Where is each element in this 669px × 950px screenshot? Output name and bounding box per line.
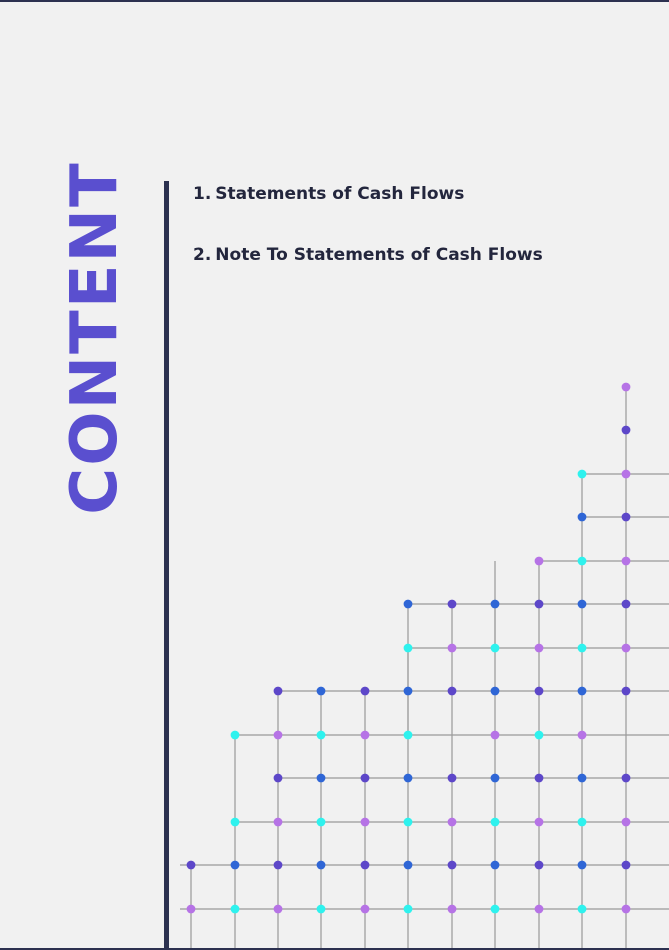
grid-dot — [447, 860, 457, 870]
grid-dot — [273, 817, 283, 827]
toc-item-2[interactable]: 2. Note To Statements of Cash Flows — [193, 245, 543, 265]
grid-dot — [534, 556, 544, 566]
grid-dot — [403, 686, 413, 696]
grid-dot — [577, 599, 587, 609]
grid-dot — [490, 904, 500, 914]
grid-dot — [230, 817, 240, 827]
grid-dot — [360, 773, 370, 783]
grid-dot — [403, 904, 413, 914]
grid-dot — [534, 773, 544, 783]
grid-dot — [447, 643, 457, 653]
grid-dot — [273, 686, 283, 696]
bottom-border — [0, 948, 669, 950]
grid-dot — [273, 904, 283, 914]
grid-dot — [490, 686, 500, 696]
grid-dot — [577, 817, 587, 827]
grid-dot — [621, 469, 631, 479]
grid-dot — [577, 773, 587, 783]
grid-dot — [621, 773, 631, 783]
grid-dot — [316, 904, 326, 914]
grid-dot — [447, 599, 457, 609]
grid-dot — [534, 599, 544, 609]
grid-dot — [621, 556, 631, 566]
grid-dot — [316, 773, 326, 783]
grid-dot — [577, 904, 587, 914]
toc-item-label: Statements of Cash Flows — [215, 184, 465, 204]
grid-dot — [621, 860, 631, 870]
grid-dot — [534, 643, 544, 653]
grid-dot — [577, 556, 587, 566]
grid-dot — [621, 382, 631, 392]
grid-dot — [447, 817, 457, 827]
grid-dot — [577, 686, 587, 696]
grid-dot — [403, 730, 413, 740]
grid-dot — [490, 817, 500, 827]
grid-dot — [621, 512, 631, 522]
grid-dot — [403, 817, 413, 827]
grid-dot — [447, 904, 457, 914]
grid-dot — [490, 860, 500, 870]
grid-dot — [230, 860, 240, 870]
grid-dot — [403, 643, 413, 653]
grid-dot — [577, 643, 587, 653]
grid-dot — [316, 730, 326, 740]
grid-dot — [230, 730, 240, 740]
grid-dot — [621, 425, 631, 435]
grid-dot — [534, 860, 544, 870]
grid-dot — [490, 643, 500, 653]
grid-dot — [316, 686, 326, 696]
grid-dot — [534, 686, 544, 696]
grid-dot — [316, 860, 326, 870]
grid-dot — [534, 817, 544, 827]
toc-item-label: Note To Statements of Cash Flows — [215, 245, 543, 265]
grid-dot — [273, 860, 283, 870]
grid-dot — [403, 860, 413, 870]
grid-dot — [447, 773, 457, 783]
grid-dot — [621, 643, 631, 653]
grid-dot — [360, 730, 370, 740]
top-border — [0, 0, 669, 2]
grid-dot — [360, 860, 370, 870]
grid-dot — [490, 730, 500, 740]
grid-dot — [577, 469, 587, 479]
grid-dot — [534, 730, 544, 740]
grid-dot — [534, 904, 544, 914]
grid-dot — [577, 512, 587, 522]
grid-dot — [273, 730, 283, 740]
vertical-divider — [164, 181, 169, 950]
grid-dot — [360, 817, 370, 827]
toc-item-number: 2. — [193, 245, 212, 265]
toc-item-number: 1. — [193, 184, 212, 204]
grid-dot — [360, 904, 370, 914]
grid-dot — [403, 599, 413, 609]
grid-dot — [316, 817, 326, 827]
grid-dot — [273, 773, 283, 783]
grid-dot — [621, 686, 631, 696]
grid-dot — [490, 599, 500, 609]
grid-dot — [447, 686, 457, 696]
toc-item-1[interactable]: 1. Statements of Cash Flows — [193, 184, 464, 204]
grid-dot — [490, 773, 500, 783]
grid-dot — [186, 904, 196, 914]
grid-dot — [403, 773, 413, 783]
grid-dot — [621, 817, 631, 827]
grid-dot — [577, 730, 587, 740]
grid-dot — [621, 904, 631, 914]
grid-dot — [230, 904, 240, 914]
grid-dot — [577, 860, 587, 870]
grid-dot — [621, 599, 631, 609]
grid-dot — [360, 686, 370, 696]
grid-dot — [186, 860, 196, 870]
